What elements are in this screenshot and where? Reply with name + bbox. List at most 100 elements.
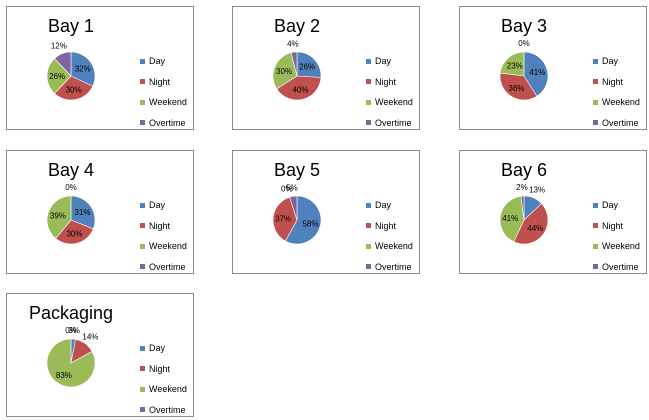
legend-swatch — [140, 244, 145, 249]
legend-swatch — [140, 120, 145, 125]
legend-label: Night — [149, 77, 170, 87]
legend-item: Weekend — [140, 379, 194, 400]
legend-item: Overtime — [140, 400, 194, 420]
legend-item: Weekend — [140, 92, 194, 113]
data-label: 0% — [65, 183, 77, 192]
legend-swatch — [140, 203, 145, 208]
legend: Day Night Weekend Overtime — [593, 195, 647, 277]
legend-label: Day — [149, 343, 165, 353]
legend-item: Night — [140, 216, 194, 237]
legend-label: Overtime — [375, 118, 412, 128]
legend-swatch — [366, 120, 371, 125]
legend-item: Night — [366, 216, 420, 237]
data-label: 32% — [75, 65, 91, 74]
data-label: 40% — [292, 85, 308, 94]
legend-item: Night — [593, 216, 647, 237]
data-label: 12% — [51, 41, 67, 50]
legend-label: Overtime — [149, 405, 186, 415]
legend-label: Night — [375, 221, 396, 231]
legend: Day Night Weekend Overtime — [140, 338, 194, 420]
legend-item: Overtime — [140, 113, 194, 134]
legend-label: Weekend — [375, 97, 413, 107]
legend-label: Night — [602, 77, 623, 87]
legend-label: Weekend — [149, 241, 187, 251]
legend-swatch — [593, 203, 598, 208]
legend-swatch — [366, 59, 371, 64]
data-label: 30% — [66, 86, 82, 95]
data-label: 41% — [502, 214, 518, 223]
legend-swatch — [593, 264, 598, 269]
data-label: 4% — [287, 39, 299, 48]
legend-swatch — [140, 59, 145, 64]
legend-swatch — [140, 387, 145, 392]
legend: Day Night Weekend Overtime — [140, 51, 194, 133]
data-label: 30% — [66, 229, 82, 238]
legend-swatch — [366, 264, 371, 269]
legend-label: Night — [149, 364, 170, 374]
legend-swatch — [593, 120, 598, 125]
legend-item: Overtime — [140, 257, 194, 278]
data-label: 83% — [56, 371, 72, 380]
legend-swatch — [140, 100, 145, 105]
legend-label: Overtime — [149, 262, 186, 272]
data-label: 0% — [65, 326, 77, 335]
data-label: 36% — [509, 84, 525, 93]
legend-swatch — [140, 223, 145, 228]
legend-label: Night — [375, 77, 396, 87]
legend-item: Weekend — [593, 92, 647, 113]
legend-item: Weekend — [366, 236, 420, 257]
legend-label: Day — [375, 56, 391, 66]
legend-item: Weekend — [366, 92, 420, 113]
legend-item: Day — [140, 51, 194, 72]
data-label: 26% — [299, 62, 315, 71]
legend-swatch — [140, 264, 145, 269]
legend-item: Night — [140, 72, 194, 93]
legend-item: Night — [366, 72, 420, 93]
legend-item: Night — [593, 72, 647, 93]
data-label: 26% — [49, 72, 65, 81]
data-label: 23% — [507, 62, 523, 71]
legend-label: Overtime — [375, 262, 412, 272]
legend-label: Weekend — [602, 97, 640, 107]
legend-swatch — [593, 223, 598, 228]
legend-label: Day — [602, 200, 618, 210]
data-label: 0% — [518, 39, 530, 48]
legend-item: Day — [366, 51, 420, 72]
legend-swatch — [366, 100, 371, 105]
legend-item: Overtime — [366, 257, 420, 278]
legend-item: Weekend — [593, 236, 647, 257]
data-label: 13% — [529, 186, 545, 195]
data-label: 39% — [50, 211, 66, 220]
legend-item: Overtime — [593, 257, 647, 278]
data-label: 31% — [75, 208, 91, 217]
legend-swatch — [366, 223, 371, 228]
legend-label: Day — [149, 56, 165, 66]
data-label: 41% — [529, 68, 545, 77]
legend-item: Day — [593, 195, 647, 216]
legend-item: Day — [140, 338, 194, 359]
legend-swatch — [593, 100, 598, 105]
legend-label: Overtime — [602, 262, 639, 272]
legend-item: Day — [140, 195, 194, 216]
legend-item: Day — [593, 51, 647, 72]
legend-label: Day — [375, 200, 391, 210]
data-label: 30% — [276, 67, 292, 76]
legend-label: Overtime — [602, 118, 639, 128]
legend: Day Night Weekend Overtime — [593, 51, 647, 133]
data-label: 37% — [275, 215, 291, 224]
legend-item: Weekend — [140, 236, 194, 257]
legend-item: Overtime — [593, 113, 647, 134]
legend-swatch — [140, 346, 145, 351]
data-label: 44% — [527, 224, 543, 233]
legend-label: Weekend — [602, 241, 640, 251]
legend-item: Day — [366, 195, 420, 216]
legend-swatch — [140, 407, 145, 412]
legend-swatch — [366, 79, 371, 84]
legend-label: Overtime — [149, 118, 186, 128]
legend-swatch — [593, 59, 598, 64]
